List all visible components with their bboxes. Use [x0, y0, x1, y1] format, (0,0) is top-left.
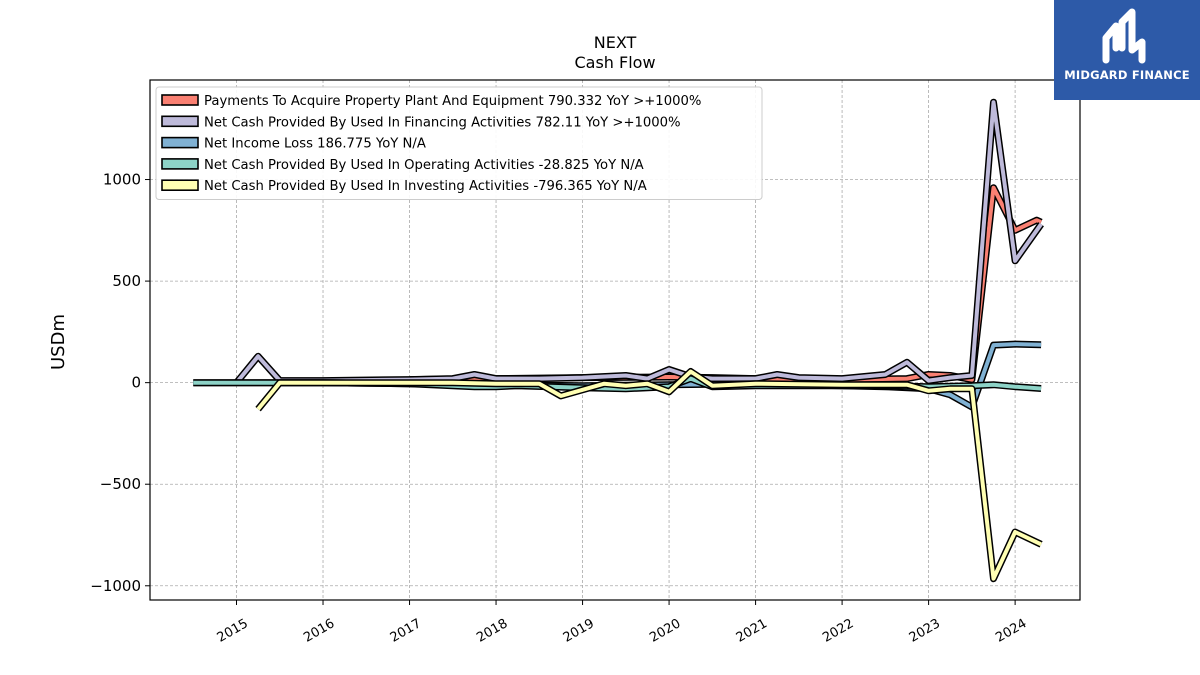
legend-swatch [161, 158, 199, 170]
legend-swatch [161, 115, 199, 128]
axis-ticks: 2015 2016 2017 2018 2019 2020 2021 2022 2023 2024… [90, 171, 1029, 646]
y-axis-label: USDm [48, 314, 69, 370]
plot-frame [149, 79, 1081, 601]
legend-label: Net Cash Provided By Used In Investing A… [204, 179, 647, 194]
y-tick-label: 0 [131, 374, 141, 392]
x-tick-label: 2019 [561, 616, 597, 646]
x-tick-label: 2016 [301, 616, 337, 646]
chart-subtitle: Cash Flow [574, 53, 655, 72]
legend-label: Net Cash Provided By Used In Financing A… [204, 115, 681, 130]
series-line-outline [409, 184, 1043, 384]
logo-mark-icon [1102, 8, 1146, 64]
x-tick-label: 2023 [907, 616, 943, 646]
legend-label: Net Cash Provided By Used In Operating A… [204, 158, 644, 173]
legend: Payments To Acquire Property Plant And E… [155, 86, 763, 200]
series-lines [193, 98, 1044, 583]
legend-swatch [161, 94, 199, 106]
x-tick-label: 2017 [388, 616, 424, 646]
y-tick-label: −1000 [90, 577, 141, 595]
x-tick-label: 2022 [820, 616, 856, 646]
x-tick-label: 2020 [647, 616, 683, 646]
x-tick-label: 2024 [993, 616, 1029, 646]
y-tick-label: 500 [112, 272, 141, 290]
legend-box [155, 86, 763, 200]
series-line [409, 185, 1042, 382]
x-tick-label: 2015 [215, 616, 251, 646]
brand-logo: MIDGARD FINANCE [1054, 0, 1200, 100]
series-line-outline [255, 368, 1043, 583]
x-tick-label: 2021 [734, 616, 770, 646]
legend-swatch [161, 136, 199, 149]
legend-swatch [161, 179, 199, 191]
series-line [256, 369, 1042, 581]
y-tick-label: 1000 [103, 171, 141, 189]
legend-label: Net Income Loss 186.775 YoY N/A [204, 137, 426, 152]
y-tick-label: −500 [100, 475, 141, 493]
chart-title: NEXT [594, 33, 637, 52]
x-tick-label: 2018 [474, 616, 510, 646]
brand-name: MIDGARD FINANCE [1064, 68, 1190, 82]
legend-label: Payments To Acquire Property Plant And E… [204, 94, 701, 109]
